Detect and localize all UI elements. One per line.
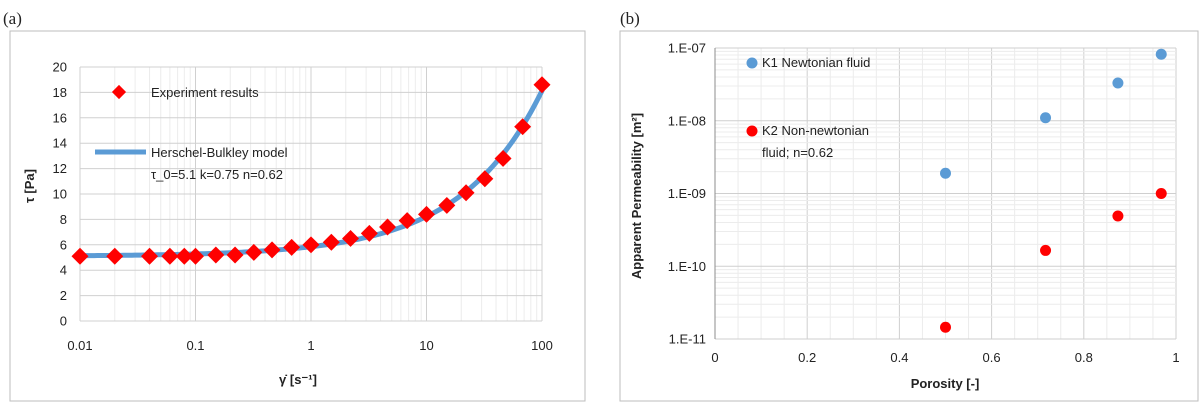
k1-point [1112,77,1124,89]
experiment-point [71,247,89,265]
x-tick-label: 100 [531,338,553,353]
y-tick-label: 20 [53,60,67,75]
x-tick-label: 0.1 [186,338,204,353]
x-tick-label: 0.6 [983,350,1001,365]
legend-model-label: Herschel-Bulkley model [151,145,288,160]
experiment-point [161,247,179,265]
x-tick-label: 1 [307,338,314,353]
experiment-point [360,224,378,242]
x-tick-label: 0.4 [890,350,908,365]
legend-k2-label-line1: K2 Non-newtonian [762,123,869,138]
k2-point [940,321,951,333]
k2-point [1112,210,1124,222]
x-tick-label: 0 [711,350,718,365]
y-tick-label: 2 [60,288,67,303]
panel-a-x-tick-labels: 0.01 0.1 1 10 100 [67,338,553,353]
panel-b-y-tick-labels: 1.E-11 1.E-10 1.E-09 1.E-08 1.E-07 [668,41,706,347]
y-tick-label: 10 [53,187,67,202]
panel-a-label: (a) [3,9,22,28]
k1-point [1040,112,1052,124]
experiment-point [106,247,124,265]
y-tick-label: 12 [53,161,67,176]
y-tick-label: 1.E-11 [669,332,706,347]
experiment-point [263,241,281,259]
experiment-point [342,229,360,247]
y-tick-label: 18 [53,85,67,100]
panel-b-data-points [940,48,1167,333]
experiment-point [141,247,159,265]
x-tick-label: 0.2 [798,350,816,365]
y-tick-label: 14 [53,136,67,151]
x-tick-label: 0.01 [67,338,92,353]
experiment-point [398,212,416,230]
y-tick-label: 4 [60,263,67,278]
y-tick-label: 0 [60,314,67,329]
experiment-point [438,196,456,214]
panel-b-label: (b) [620,9,640,28]
y-tick-label: 1.E-07 [668,41,706,56]
experiment-point [457,184,475,202]
experiment-point [418,205,435,223]
legend-k1-label: K1 Newtonian fluid [762,55,870,70]
x-tick-label: 10 [419,338,433,353]
panel-a-frame [9,30,586,402]
panel-a-gridlines [79,66,543,322]
y-tick-label: 1.E-08 [668,113,706,128]
panel-a-y-axis-title: τ [Pa] [22,169,37,203]
panel-a-x-axis-title: γ̇ [s⁻¹] [279,372,317,387]
panel-b-gridlines [714,47,1177,340]
y-tick-label: 6 [60,237,67,252]
k2-point [1155,188,1167,199]
legend-model-params: τ_0=5.1 k=0.75 n=0.62 [151,167,283,182]
y-tick-label: 1.E-09 [668,186,706,201]
panel-a-y-tick-labels: 0 2 4 6 8 10 12 14 16 18 20 [53,60,67,329]
experiment-point [187,247,204,265]
experiment-point [379,218,397,236]
panel-b-legend: K1 Newtonian fluid K2 Non-newtonian flui… [746,55,870,160]
experiment-point [226,246,244,264]
experiment-point [494,149,512,167]
experiment-point [245,243,263,261]
k1-point [1155,48,1167,60]
panel-a: (a) 0 2 4 6 8 10 12 14 16 18 20 0.01 0.1 1 10 100 τ [P… [3,9,586,402]
legend-k2-marker [746,125,758,137]
legend-k2-label-line2: fluid; n=0.62 [762,145,833,160]
panel-b-y-axis-title: Apparent Permeability [m²] [629,113,644,279]
experiment-point [533,76,551,94]
experiment-point [175,247,193,265]
experiment-point [302,236,320,254]
y-tick-label: 8 [60,212,67,227]
panel-b-x-axis-title: Porosity [-] [911,376,980,391]
k1-point [940,167,951,179]
experiment-point [322,233,340,251]
x-tick-label: 0.8 [1075,350,1093,365]
panel-a-experiment-points [71,76,551,265]
panel-a-legend: Experiment results Herschel-Bulkley mode… [95,84,288,182]
panel-b-x-tick-labels: 0 0.2 0.4 0.6 0.8 1 [711,350,1179,365]
panel-b: (b) 1.E-111.E-101.E-091.E-081.E-07 0 0.2 0… [619,9,1199,402]
experiment-point [514,118,532,136]
legend-experiment-label: Experiment results [151,85,259,100]
y-tick-label: 16 [53,110,67,125]
k2-point [1040,244,1052,256]
experiment-point [207,246,225,264]
legend-k1-marker [746,57,758,69]
experiment-point [476,170,494,188]
y-tick-label: 1.E-10 [668,259,706,274]
x-tick-label: 1 [1172,350,1179,365]
experiment-point [283,238,301,256]
